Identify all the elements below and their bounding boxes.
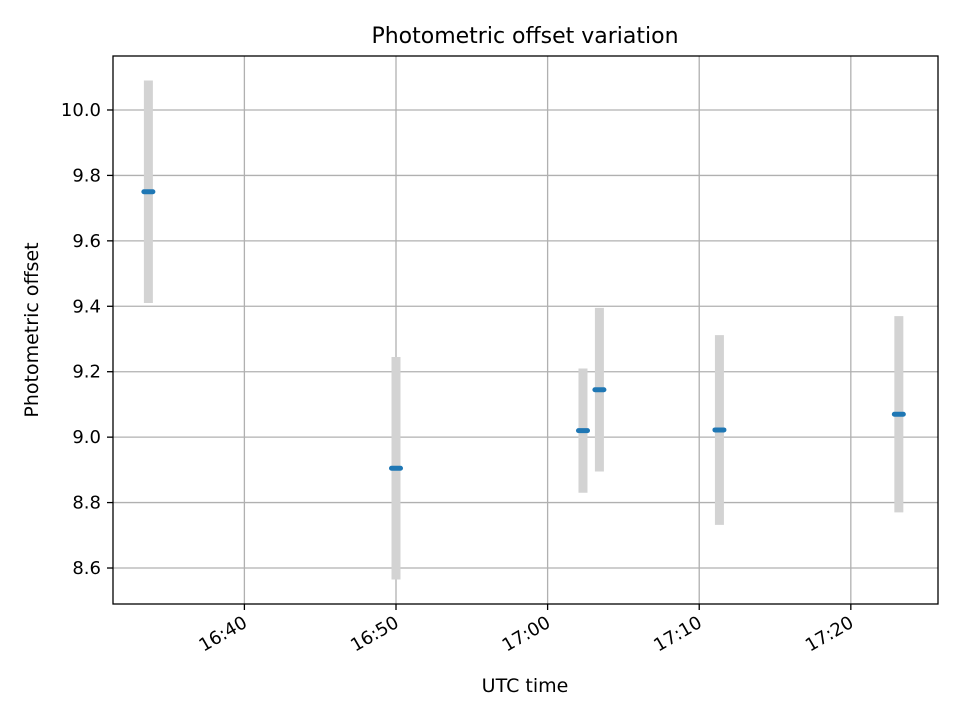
y-tick-label: 8.6 [72,558,101,579]
y-tick-label: 8.8 [72,493,101,514]
y-tick-label: 9.4 [72,296,101,317]
y-tick-label: 9.8 [72,165,101,186]
data-points [141,189,906,471]
chart-title: Photometric offset variation [371,24,678,49]
y-tick-label: 9.2 [72,362,101,383]
y-tick-label: 9.6 [72,231,101,252]
y-axis-label: Photometric offset [21,242,43,417]
x-axis-label: UTC time [482,675,569,697]
plot-frame [112,55,939,605]
y-tick-label: 10.0 [61,100,101,121]
y-tick-label: 9.0 [72,427,101,448]
axis-ticks: 8.68.89.09.29.49.69.810.016:40 16:50 17:00… [61,100,857,656]
